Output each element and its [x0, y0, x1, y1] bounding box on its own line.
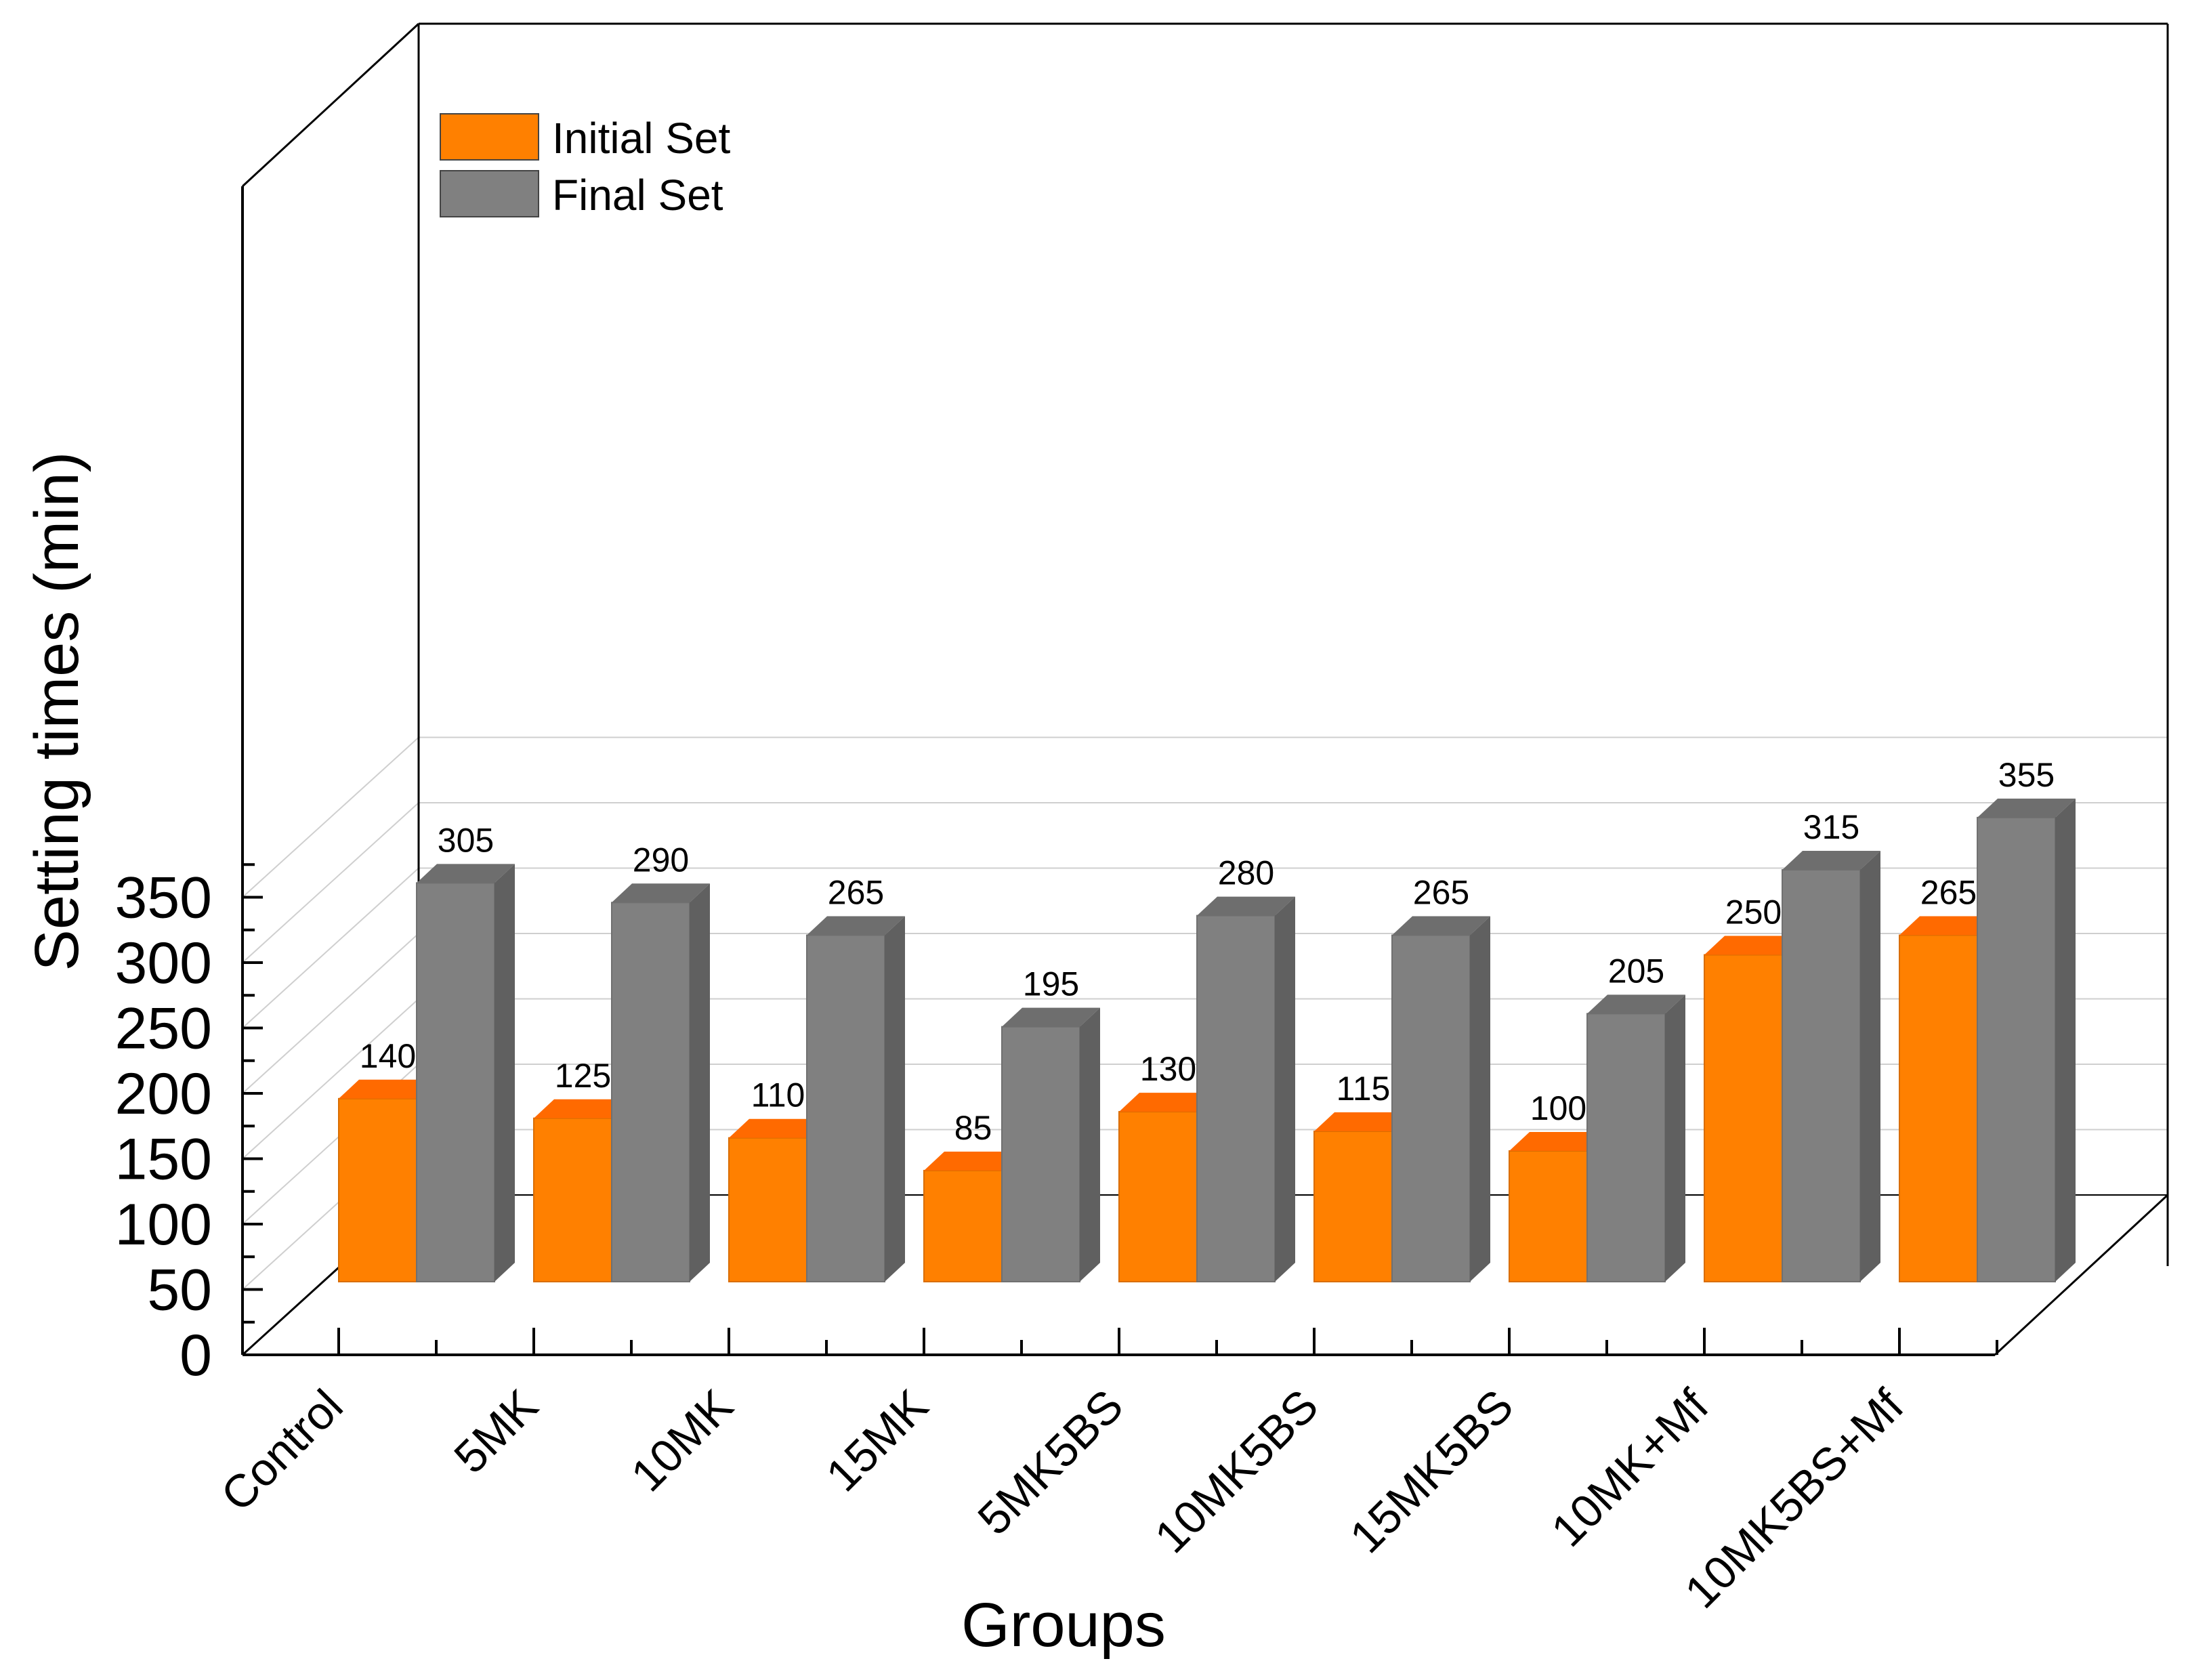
legend-label-final-set: Final Set [552, 171, 723, 219]
x-tick-label-7: 10MK+Mf [1542, 1380, 1719, 1557]
x-tick-label-2: 10MK [621, 1380, 742, 1501]
side-wall-top-edge [241, 22, 420, 188]
bar-front-initial-4 [1118, 1111, 1198, 1282]
bar-top-initial-1 [534, 1099, 632, 1118]
data-label-final-5: 265 [1413, 874, 1469, 912]
bar-top-initial-6 [1509, 1132, 1607, 1151]
bar-side-final-4 [1275, 896, 1295, 1282]
y-tick-label-100: 100 [115, 1192, 213, 1257]
bar-front-initial-8 [1899, 934, 1978, 1283]
x-tick-label-3: 15MK [816, 1380, 938, 1501]
y-tick-label-250: 250 [115, 996, 213, 1062]
data-label-final-7: 315 [1803, 808, 1859, 846]
legend: Initial Set Final Set [440, 113, 730, 219]
data-label-final-8: 355 [1998, 756, 2055, 794]
data-label-final-4: 280 [1218, 854, 1274, 892]
bar-side-final-0 [495, 864, 515, 1282]
axes [241, 186, 1998, 1356]
bar-front-initial-7 [1704, 954, 1783, 1282]
x-tick-label-5: 10MK5BS [1145, 1380, 1328, 1563]
bar-front-initial-2 [728, 1137, 807, 1282]
bar-top-initial-8 [1899, 916, 1998, 936]
bar-top-final-6 [1587, 994, 1685, 1014]
bar-front-final-0 [416, 882, 495, 1282]
data-label-final-6: 205 [1608, 952, 1664, 990]
legend-swatch-initial-set [440, 113, 539, 161]
bar-top-initial-7 [1704, 936, 1803, 955]
bar-top-initial-3 [924, 1151, 1022, 1171]
data-label-initial-2: 110 [751, 1076, 805, 1114]
y-tick-label-200: 200 [115, 1062, 213, 1127]
legend-swatch-final-set [440, 170, 539, 217]
data-label-initial-6: 100 [1530, 1089, 1586, 1127]
bar-front-initial-1 [533, 1117, 612, 1282]
bar-front-final-2 [806, 934, 885, 1283]
y-axis-title: Setting times (min) [22, 452, 91, 971]
y-tick-label-50: 50 [147, 1258, 212, 1323]
data-label-initial-1: 125 [555, 1057, 611, 1095]
data-label-initial-5: 115 [1337, 1070, 1391, 1108]
bar-top-initial-4 [1119, 1093, 1217, 1112]
data-label-final-1: 290 [633, 841, 689, 879]
data-label-final-3: 195 [1023, 965, 1079, 1003]
bar-side-final-7 [1860, 851, 1880, 1282]
bar-top-final-2 [807, 916, 905, 936]
data-label-initial-7: 250 [1725, 894, 1782, 931]
bar-top-initial-5 [1314, 1112, 1412, 1132]
bar-front-initial-0 [338, 1097, 417, 1283]
bar-side-final-8 [2055, 798, 2076, 1282]
bar-top-initial-0 [339, 1079, 437, 1099]
bar-side-final-2 [885, 916, 905, 1282]
bar-top-final-1 [612, 883, 710, 903]
bar-side-final-5 [1470, 916, 1490, 1282]
bar-front-final-7 [1782, 869, 1861, 1283]
x-tick-label-4: 5MK5BS [968, 1380, 1133, 1545]
bar-side-final-1 [690, 883, 710, 1282]
bar-front-final-6 [1586, 1013, 1666, 1282]
data-label-initial-8: 265 [1920, 874, 1977, 912]
data-label-initial-3: 85 [954, 1109, 992, 1147]
bar-top-final-7 [1782, 851, 1880, 870]
bar-top-final-8 [1977, 798, 2076, 818]
bar-top-initial-2 [729, 1118, 827, 1138]
bar-front-initial-5 [1313, 1131, 1393, 1283]
y-tick-label-150: 150 [115, 1127, 213, 1192]
x-tick-label-1: 5MK [444, 1380, 548, 1484]
bar-front-final-5 [1391, 934, 1471, 1283]
floor-right-edge [1994, 1194, 2169, 1356]
x-axis-title: Groups [961, 1591, 1166, 1660]
bars-group [338, 798, 2076, 1283]
legend-label-initial-set: Initial Set [552, 114, 730, 163]
bar-front-initial-6 [1509, 1150, 1588, 1282]
data-label-initial-0: 140 [360, 1037, 416, 1075]
side-gridline-350 [242, 736, 419, 898]
data-label-final-2: 265 [828, 874, 884, 912]
x-tick-label-0: Control [211, 1380, 353, 1521]
bar-top-final-0 [417, 864, 515, 883]
back-wall-pad [419, 24, 2168, 64]
side-gridline-200 [242, 933, 419, 1094]
y-tick-label-350: 350 [115, 866, 213, 931]
bar-front-final-4 [1196, 915, 1276, 1282]
bar-front-final-3 [1001, 1026, 1080, 1283]
bar-front-final-8 [1977, 816, 2056, 1282]
bar-side-final-3 [1080, 1007, 1100, 1282]
bar-top-final-3 [1002, 1007, 1100, 1027]
side-gridline-250 [242, 867, 419, 1029]
data-label-initial-4: 130 [1140, 1050, 1196, 1088]
y-tick-label-300: 300 [115, 931, 213, 996]
x-tick-label-6: 15MK5BS [1340, 1380, 1523, 1563]
y-tick-label-0: 0 [180, 1323, 212, 1388]
bar-top-final-5 [1392, 916, 1490, 936]
bar-front-initial-3 [923, 1169, 1003, 1282]
side-gridline-300 [242, 802, 419, 963]
data-label-final-0: 305 [438, 821, 494, 859]
bar-top-final-4 [1197, 896, 1295, 916]
bar-side-final-6 [1665, 994, 1685, 1282]
side-gridline-150 [242, 998, 419, 1160]
bar-front-final-1 [611, 902, 690, 1283]
